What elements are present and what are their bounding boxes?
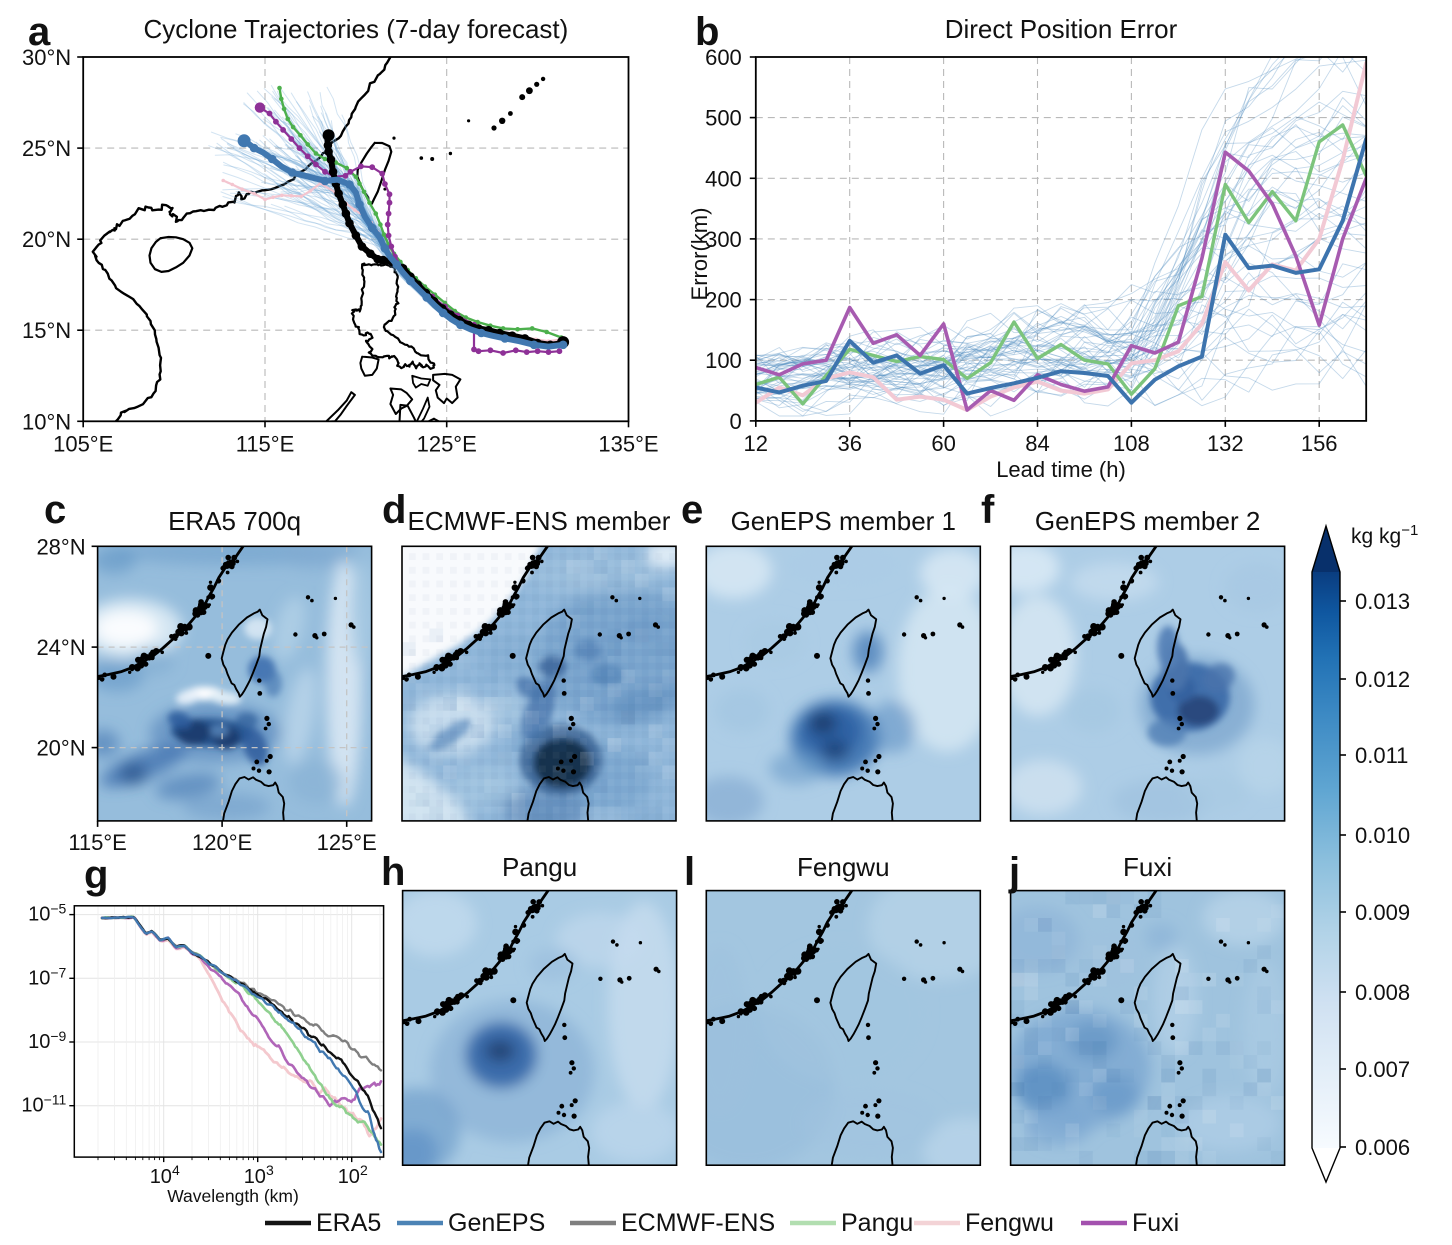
svg-text:30°N: 30°N (22, 45, 71, 70)
svg-text:GenEPS member 2: GenEPS member 2 (1035, 506, 1260, 536)
svg-text:100: 100 (705, 348, 742, 373)
svg-text:36: 36 (837, 431, 861, 456)
svg-text:Error(km): Error(km) (687, 208, 712, 301)
svg-text:0.013: 0.013 (1355, 589, 1410, 614)
svg-text:28°N: 28°N (36, 534, 85, 559)
svg-text:132: 132 (1207, 431, 1244, 456)
svg-text:Cyclone Trajectories (7-day fo: Cyclone Trajectories (7-day forecast) (143, 14, 568, 44)
svg-text:Lead time (h): Lead time (h) (996, 457, 1126, 482)
svg-text:0.006: 0.006 (1355, 1135, 1410, 1160)
svg-text:108: 108 (1113, 431, 1150, 456)
svg-text:a: a (28, 10, 51, 54)
svg-text:115°E: 115°E (236, 431, 295, 456)
svg-text:Fuxi: Fuxi (1132, 1209, 1179, 1237)
svg-text:400: 400 (705, 166, 742, 191)
svg-text:10°N: 10°N (22, 409, 71, 434)
svg-text:125°E: 125°E (417, 431, 477, 456)
svg-text:g: g (84, 853, 108, 897)
svg-text:l: l (684, 850, 695, 894)
svg-text:0: 0 (730, 409, 742, 434)
svg-text:0.008: 0.008 (1355, 980, 1410, 1005)
svg-text:Fengwu: Fengwu (797, 852, 890, 882)
svg-text:20°N: 20°N (22, 227, 71, 252)
svg-text:0.010: 0.010 (1355, 823, 1410, 848)
svg-text:c: c (44, 488, 66, 532)
svg-text:84: 84 (1025, 431, 1049, 456)
svg-text:300: 300 (705, 227, 742, 252)
svg-text:10−5: 10−5 (28, 901, 66, 926)
svg-text:Pangu: Pangu (502, 852, 577, 882)
svg-text:20°N: 20°N (36, 736, 85, 761)
svg-text:e: e (681, 488, 703, 532)
svg-text:0.007: 0.007 (1355, 1057, 1410, 1082)
svg-text:120°E: 120°E (192, 830, 252, 855)
svg-text:12: 12 (744, 431, 768, 456)
svg-text:ERA5 700q: ERA5 700q (168, 506, 301, 536)
svg-text:Fengwu: Fengwu (965, 1209, 1054, 1237)
svg-text:0.011: 0.011 (1355, 743, 1408, 768)
svg-text:GenEPS: GenEPS (448, 1209, 545, 1237)
svg-text:j: j (1008, 850, 1020, 894)
svg-text:60: 60 (931, 431, 955, 456)
svg-text:25°N: 25°N (22, 136, 71, 161)
svg-text:ECMWF-ENS: ECMWF-ENS (621, 1209, 775, 1237)
svg-text:600: 600 (705, 45, 742, 70)
svg-text:Pangu: Pangu (841, 1209, 913, 1237)
svg-text:115°E: 115°E (68, 830, 127, 855)
svg-text:156: 156 (1301, 431, 1338, 456)
svg-text:ECMWF-ENS member: ECMWF-ENS member (408, 506, 671, 536)
svg-text:f: f (981, 488, 995, 532)
svg-text:h: h (381, 850, 405, 894)
svg-text:200: 200 (705, 288, 742, 313)
svg-text:500: 500 (705, 106, 742, 131)
svg-text:d: d (382, 488, 406, 532)
svg-text:Wavelength (km): Wavelength (km) (167, 1186, 299, 1206)
svg-text:Fuxi: Fuxi (1123, 852, 1172, 882)
svg-text:0.009: 0.009 (1355, 900, 1410, 925)
svg-text:24°N: 24°N (36, 635, 85, 660)
svg-text:ERA5: ERA5 (316, 1209, 381, 1237)
svg-text:125°E: 125°E (317, 830, 377, 855)
svg-text:105°E: 105°E (53, 431, 113, 456)
svg-text:Direct Position Error: Direct Position Error (945, 14, 1178, 44)
svg-text:b: b (695, 10, 719, 54)
svg-text:135°E: 135°E (598, 431, 658, 456)
svg-text:15°N: 15°N (22, 318, 71, 343)
svg-text:0.012: 0.012 (1355, 667, 1410, 692)
svg-text:GenEPS member 1: GenEPS member 1 (731, 506, 956, 536)
